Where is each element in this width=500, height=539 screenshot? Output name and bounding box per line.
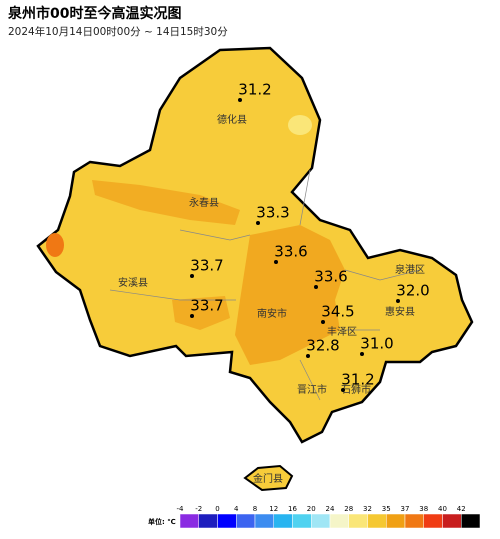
- legend-tick: 0: [215, 505, 219, 513]
- temperature-reading: 32.8: [306, 337, 339, 355]
- temperature-reading: 33.7: [190, 297, 223, 315]
- station-dot: [274, 260, 278, 264]
- legend-swatch: [367, 513, 387, 529]
- legend: 单位: ℃ -4 -2 0 4 8 12 16 20 24 28 32 35 37 38 40 42: [148, 505, 481, 529]
- legend-tick: 42: [457, 505, 466, 513]
- legend-tick: 32: [363, 505, 372, 513]
- station-dot: [314, 285, 318, 289]
- legend-tick: 40: [438, 505, 447, 513]
- place-label: 晋江市: [297, 383, 327, 396]
- station-dot: [190, 314, 194, 318]
- station-dot: [256, 221, 260, 225]
- place-label: 安溪县: [118, 276, 148, 289]
- legend-unit: 单位: ℃: [148, 517, 176, 526]
- cool-spot: [288, 115, 312, 135]
- legend-swatch: [273, 513, 293, 529]
- legend-tick: 24: [326, 505, 335, 513]
- legend-tick: -2: [195, 505, 202, 513]
- legend-tick: -4: [177, 505, 185, 513]
- legend-swatch: [311, 513, 331, 529]
- station-dot: [396, 299, 400, 303]
- temperature-reading: 33.7: [190, 257, 223, 275]
- hot-spot: [46, 233, 64, 257]
- station-dot: [360, 352, 364, 356]
- temperature-reading: 32.0: [396, 282, 429, 300]
- legend-swatch: [348, 513, 368, 529]
- legend-swatch: [461, 513, 481, 529]
- legend-swatch: [198, 513, 218, 529]
- place-label: 石狮市: [341, 383, 371, 396]
- legend-tick: 28: [344, 505, 353, 513]
- hot-area: [235, 225, 345, 365]
- legend-swatch: [442, 513, 462, 529]
- station-dot: [341, 388, 345, 392]
- legend-tick: 12: [269, 505, 278, 513]
- place-label: 南安市: [257, 307, 287, 320]
- island: [243, 464, 294, 492]
- title: 泉州市00时至今高温实况图: [8, 5, 181, 22]
- legend-swatch: [254, 513, 274, 529]
- legend-swatch: [179, 513, 199, 529]
- legend-tick: 37: [401, 505, 410, 513]
- station-dot: [306, 354, 310, 358]
- station-dot: [238, 98, 242, 102]
- legend-tick: 8: [253, 505, 257, 513]
- temperature-reading: 33.6: [274, 243, 307, 261]
- readings: 31.2 33.3 33.6 33.7 33.6 32.0 33.7 34.5 32.8 31.0…: [190, 81, 430, 392]
- temperature-reading: 31.2: [341, 371, 374, 389]
- legend-swatch: [404, 513, 424, 529]
- legend-swatch: [217, 513, 237, 529]
- place-label: 丰泽区: [327, 325, 357, 338]
- temperature-reading: 31.0: [360, 335, 393, 353]
- station-dot: [190, 274, 194, 278]
- station-dot: [321, 320, 325, 324]
- hot-area: [172, 296, 230, 330]
- place-label: 泉港区: [395, 263, 425, 276]
- legend-swatch: [329, 513, 349, 529]
- temperature-reading: 31.2: [238, 81, 271, 99]
- district-lines: [109, 169, 421, 401]
- legend-swatch: [236, 513, 256, 529]
- legend-tick: 16: [288, 505, 297, 513]
- map: [36, 46, 474, 492]
- legend-tick: 38: [419, 505, 428, 513]
- place-label: 德化县: [217, 113, 247, 126]
- legend-tick: 20: [307, 505, 316, 513]
- place-label: 惠安县: [385, 305, 415, 318]
- place-label: 金门县: [253, 472, 283, 485]
- temperature-reading: 33.3: [256, 204, 289, 222]
- hot-area: [92, 180, 240, 225]
- place-label: 永春县: [189, 196, 219, 209]
- temperature-reading: 33.6: [314, 268, 347, 286]
- legend-swatch: [292, 513, 312, 529]
- legend-tick: 4: [234, 505, 239, 513]
- subtitle: 2024年10月14日00时00分 ~ 14日15时30分: [8, 25, 228, 38]
- legend-swatch: [386, 513, 406, 529]
- legend-tick: 35: [382, 505, 391, 513]
- legend-swatch: [423, 513, 443, 529]
- temperature-reading: 34.5: [321, 303, 354, 321]
